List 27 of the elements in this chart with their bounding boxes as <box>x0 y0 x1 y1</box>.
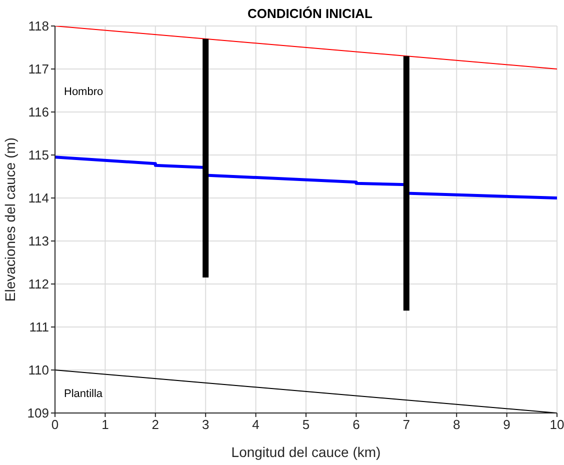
annotation: Hombro <box>64 86 104 98</box>
y-tick-label: 114 <box>28 190 49 206</box>
y-tick-label: 112 <box>28 276 49 292</box>
y-tick-label: 118 <box>28 18 49 34</box>
x-tick-label: 10 <box>550 417 564 432</box>
y-tick-label: 110 <box>28 362 49 378</box>
x-tick-label: 4 <box>252 417 260 432</box>
x-tick-label: 9 <box>503 417 510 432</box>
line-series <box>55 156 557 200</box>
x-tick-label: 5 <box>302 417 310 432</box>
y-tick-label: 117 <box>28 62 49 77</box>
x-tick-label: 6 <box>352 417 360 432</box>
y-tick-label: 109 <box>27 406 49 421</box>
y-tick-label: 116 <box>28 104 49 120</box>
y-tick-label: 113 <box>28 234 49 249</box>
x-tick-label: 0 <box>51 417 59 432</box>
chart-title: CONDICIÓN INICIAL <box>246 6 374 21</box>
x-tick-label: 3 <box>202 417 210 432</box>
x-tick-label: 2 <box>152 417 160 432</box>
annotation: Plantilla <box>64 388 103 400</box>
x-tick-label: 1 <box>102 417 109 432</box>
x-tick-label: 8 <box>452 417 460 432</box>
y-tick-label: 111 <box>29 320 49 335</box>
y-tick-label: 115 <box>28 148 49 163</box>
y-axis-title: Elevaciones del cauce (m) <box>2 137 18 302</box>
x-axis-title: Longitud del cauce (km) <box>231 444 381 460</box>
x-tick-label: 7 <box>402 417 410 432</box>
